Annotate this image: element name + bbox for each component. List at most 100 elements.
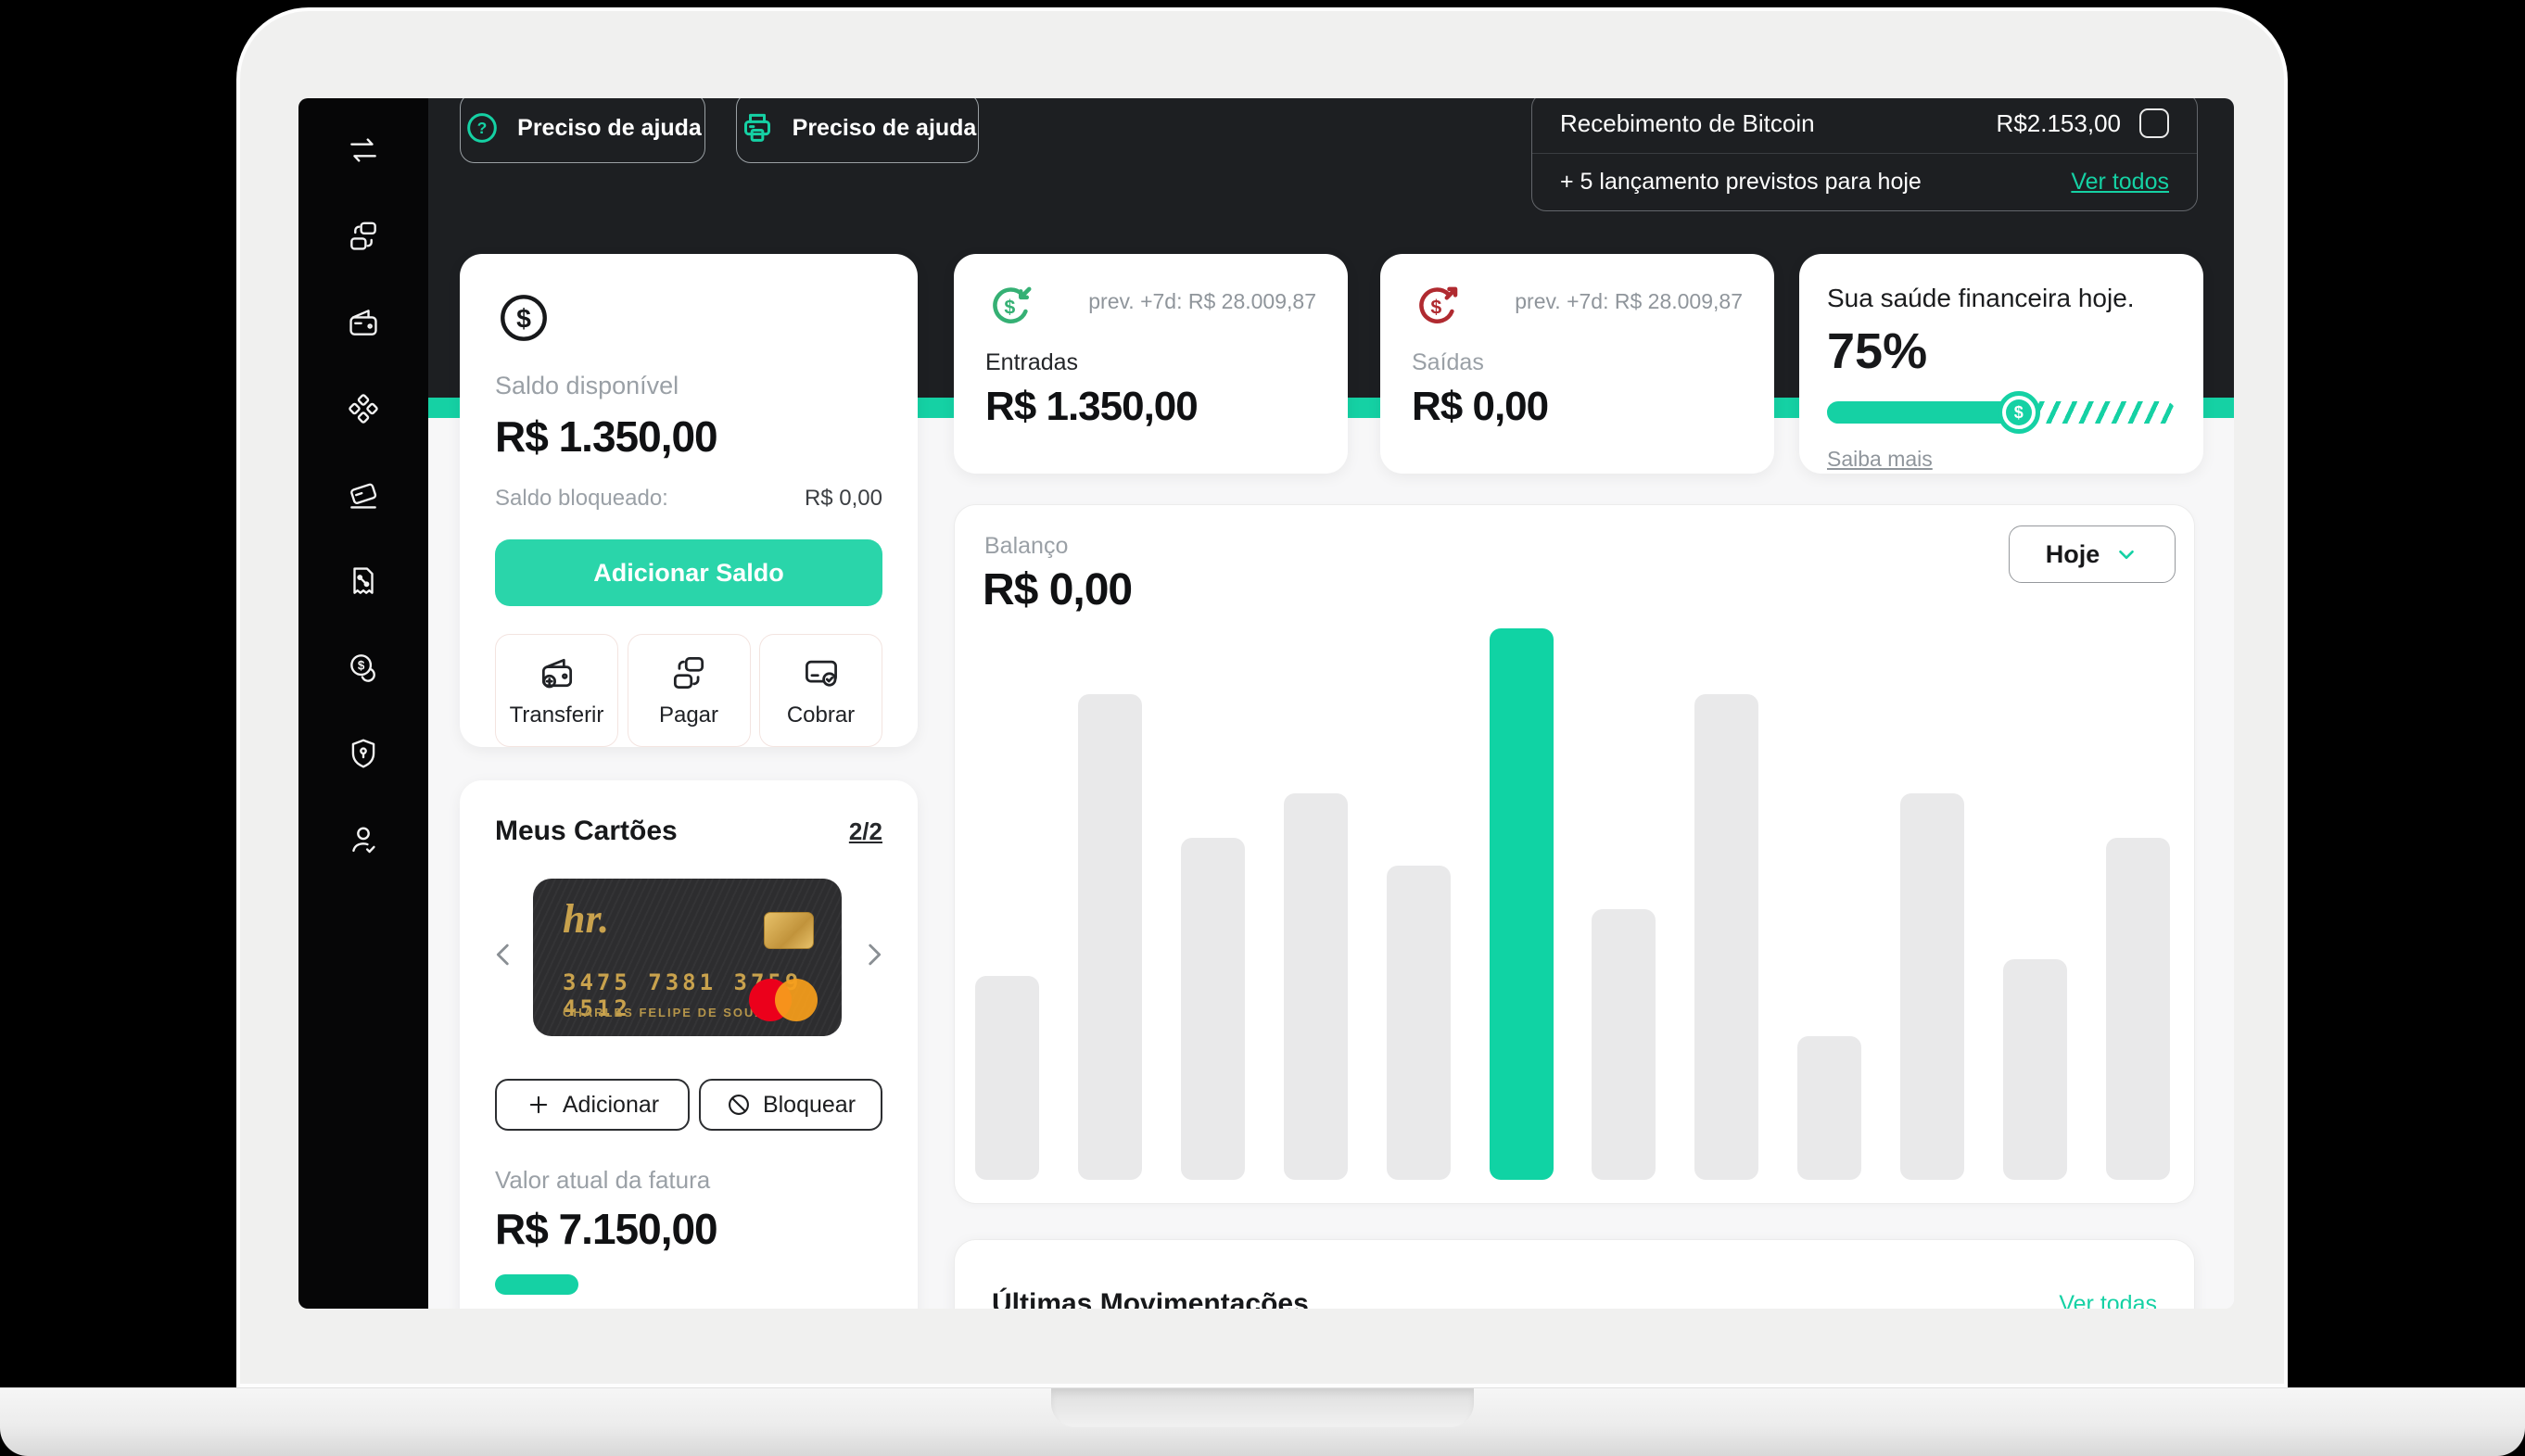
svg-text:$: $ [516,304,531,334]
tile-label: Pagar [658,703,719,728]
tile-label: Transferir [509,703,604,728]
bar [1077,694,1142,1180]
my-cards-title: Meus Cartões [495,816,678,846]
chevron-right-icon[interactable] [858,934,890,975]
wallet-plus-icon [541,658,572,689]
period-dropdown[interactable]: Hoje [2009,525,2176,583]
bar [1180,838,1245,1180]
add-balance-button[interactable]: Adicionar Saldo [495,539,882,606]
learn-more-link[interactable]: Saiba mais [1827,447,1933,471]
card-brand-logo: hr. [563,896,610,942]
outflow-card: $ prev. +7d: R$ 28.009,87 Saídas R$ 0,00 [1380,254,1774,474]
dollar-badge-icon: $ [1997,391,2040,434]
add-card-label: Adicionar [562,1091,660,1118]
cards-swap-icon [673,657,704,689]
balance-card: $ Saldo disponível R$ 1.350,00 Saldo blo… [460,254,918,747]
pix-icon[interactable] [346,391,381,426]
chart-value: R$ 0,00 [983,565,1133,614]
svg-text:$: $ [358,659,365,673]
chevron-down-icon [2119,550,2135,560]
balance-label: Saldo disponível [495,372,679,399]
inflow-forecast: prev. +7d: R$ 28.009,87 [1088,289,1316,313]
help-button-label: Preciso de ajuda [792,114,977,141]
svg-text:$: $ [1004,296,1015,318]
credit-card[interactable]: hr. 3475 7381 3759 4512 CHARLES FELIPE D… [533,879,842,1036]
dollar-circle-icon: $ [495,289,882,351]
printer-icon [743,113,770,142]
inflow-card: $ prev. +7d: R$ 28.009,87 Entradas R$ 1.… [954,254,1348,474]
svg-text:$: $ [1430,296,1441,318]
tile-label: Cobrar [786,703,856,728]
help-button-question[interactable]: ? Preciso de ajuda [460,98,705,163]
bar [2105,838,2170,1180]
cards-swap-icon[interactable] [346,219,381,254]
card-chip-icon [764,912,814,949]
bar [975,976,1039,1180]
movements-title: Últimas Movimentações [992,1288,1309,1309]
health-title: Sua saúde financeira hoje. [1827,284,2135,312]
limit-progress-bar [495,1274,578,1295]
balance-bars [975,628,2170,1180]
mastercard-icon [749,979,818,1021]
charge-action-tile[interactable]: Cobrar [759,634,882,747]
health-progress-bar: $ [1827,391,2176,434]
laptop-base [0,1387,2525,1456]
balance-chart-card: Balanço R$ 0,00 Hoje [954,504,2195,1204]
transfer-action-tile[interactable]: Transferir [495,634,618,747]
see-all-link[interactable]: Ver todos [2071,168,2169,195]
invoice-value: R$ 7.150,00 [495,1205,718,1253]
chart-label: Balanço [984,533,1069,559]
laptop-screen-bezel: $ ? Preciso de ajuda [236,7,2288,1387]
outflow-forecast: prev. +7d: R$ 28.009,87 [1515,289,1743,313]
receipt-percent-icon[interactable] [346,563,381,599]
my-cards-pagination[interactable]: 2/2 [848,817,882,845]
bar [1592,909,1656,1180]
movements-card: Últimas Movimentações Ver todas [954,1239,2195,1309]
period-selected-value: Hoje [2045,539,2100,568]
notification-checkbox[interactable] [2139,108,2169,138]
health-percent: 75% [1827,323,1928,379]
bar [1797,1036,1862,1180]
transfer-arrows-icon[interactable] [346,133,381,168]
notification-title: Recebimento de Bitcoin [1560,108,1815,137]
wallet-icon[interactable] [346,305,381,340]
card-holder-name: CHARLES FELIPE DE SOUZA [563,1006,775,1019]
outflow-value: R$ 0,00 [1412,384,1549,429]
laptop-notch [1051,1388,1474,1427]
see-all-movements-link[interactable]: Ver todas [2059,1290,2157,1310]
divider [1532,153,2197,154]
sidebar-nav: $ [298,98,428,1309]
question-circle-icon: ? [467,113,497,143]
invoice-label: Valor atual da fatura [495,1166,711,1194]
pay-action-tile[interactable]: Pagar [627,634,751,747]
chevron-left-icon[interactable] [488,934,519,975]
svg-text:?: ? [477,119,488,137]
notification-subtitle: + 5 lançamento previstos para hoje [1560,168,1922,195]
profile-check-icon[interactable] [346,822,381,857]
balance-value: R$ 1.350,00 [495,412,718,461]
block-icon [728,1095,749,1115]
card-machine-icon[interactable] [346,477,381,513]
bar [2003,959,2068,1180]
main-content: ? Preciso de ajuda Preciso de ajuda Rece… [428,98,2234,1309]
block-card-button[interactable]: Bloquear [699,1079,882,1131]
coins-icon[interactable]: $ [346,650,381,685]
shield-icon[interactable] [346,736,381,771]
inflow-label: Entradas [985,349,1079,375]
card-check-icon [805,660,837,687]
bar [1283,793,1348,1180]
blocked-balance-value: R$ 0,00 [804,486,882,511]
bar-highlighted [1489,628,1554,1180]
bar [1386,866,1451,1180]
inflow-value: R$ 1.350,00 [985,384,1199,429]
outflow-label: Saídas [1412,349,1484,375]
add-card-button[interactable]: Adicionar [495,1079,690,1131]
financial-health-card: Sua saúde financeira hoje. 75% $ Saiba m… [1799,254,2203,474]
help-button-print[interactable]: Preciso de ajuda [736,98,979,163]
money-in-circle-icon: $ [985,282,1035,336]
help-button-label: Preciso de ajuda [517,114,702,141]
my-cards-card: Meus Cartões 2/2 hr. 3475 7381 3759 4512… [460,780,918,1309]
bar [1900,793,1965,1180]
health-progress-fill [1827,401,2019,424]
